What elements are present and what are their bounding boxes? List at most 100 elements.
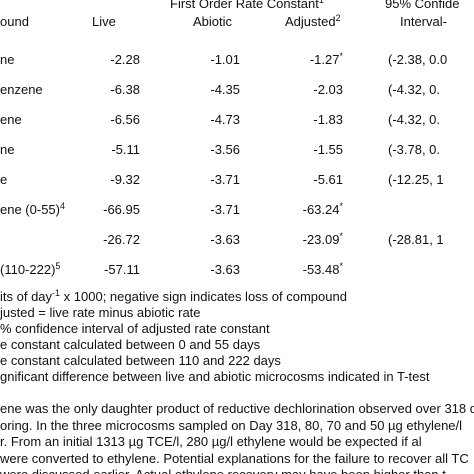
- adjusted-cell-note: *: [339, 231, 343, 241]
- ci-cell: (-3.78, 0.: [388, 142, 440, 158]
- adjusted-cell: -5.61: [313, 172, 343, 188]
- compound-cell-text: enzene: [0, 82, 43, 97]
- ci-cell-text: (-4.32, 0.: [388, 82, 441, 97]
- abiotic-cell: -3.56: [210, 142, 240, 158]
- ci-cell: (-12.25, 1: [388, 172, 444, 188]
- abiotic-cell-text: -3.63: [210, 232, 240, 247]
- footnote: e constant calculated between 110 and 22…: [0, 353, 281, 369]
- adjusted-cell-text: -1.55: [313, 142, 343, 157]
- compound-cell-text: ene: [0, 112, 22, 127]
- live-cell: -57.11: [104, 262, 140, 278]
- ci-group-header-text: 95% Confide: [385, 0, 460, 11]
- compound-cell-text: e: [0, 172, 8, 187]
- compound-cell-note: 4: [59, 201, 65, 211]
- adjusted-cell-text: -5.61: [313, 172, 343, 187]
- ci-cell: (-4.32, 0.: [388, 112, 440, 128]
- footnote-text: % confidence interval of adjusted rate c…: [0, 321, 270, 336]
- abiotic-cell-text: -3.71: [210, 202, 240, 217]
- abiotic-header-text: Abiotic: [193, 14, 233, 29]
- live-cell-text: -5.11: [111, 142, 140, 157]
- ci-cell-text: (-4.32, 0.: [388, 112, 441, 127]
- compound-cell-text: ene (0-55): [0, 202, 60, 217]
- adjusted-header: Adjusted2: [285, 14, 341, 30]
- adjusted-cell-note: *: [339, 201, 343, 211]
- ci-cell-text: (-12.25, 1: [388, 172, 444, 187]
- abiotic-cell: -4.35: [210, 82, 240, 98]
- abiotic-cell: -1.01: [210, 52, 240, 68]
- footnote: e constant calculated between 0 and 55 d…: [0, 337, 260, 353]
- compound-cell-note: 5: [55, 261, 61, 271]
- footnote-text: justed = live rate minus abiotic rate: [0, 305, 201, 320]
- group-header-text: First Order Rate Constant: [170, 0, 319, 11]
- adjusted-cell: -1.27*: [310, 52, 343, 68]
- compound-cell: ene: [0, 112, 22, 128]
- compound-cell: ne: [0, 52, 14, 68]
- compound-cell: e: [0, 172, 7, 188]
- adjusted-cell-note: *: [339, 51, 343, 61]
- footnote: % confidence interval of adjusted rate c…: [0, 321, 270, 337]
- live-cell: -6.56: [110, 112, 140, 128]
- abiotic-cell: -4.73: [210, 112, 240, 128]
- footnote: justed = live rate minus abiotic rate: [0, 305, 201, 321]
- compound-cell-text: ne: [0, 52, 15, 67]
- abiotic-cell-text: -4.73: [210, 112, 240, 127]
- ci-cell: (-4.32, 0.: [388, 82, 440, 98]
- adjusted-cell-note: *: [339, 261, 343, 271]
- abiotic-header: Abiotic: [193, 14, 232, 30]
- footnote: gnificant difference between live and ab…: [0, 369, 429, 385]
- adjusted-cell-text: -1.27: [309, 52, 340, 67]
- abiotic-cell-text: -3.71: [210, 172, 240, 187]
- ci-header: Interval-: [400, 14, 447, 30]
- compound-cell: ene (0-55)4: [0, 202, 65, 218]
- live-header: Live: [92, 14, 116, 30]
- compound-header-text: ound: [0, 14, 29, 29]
- adjusted-cell: -23.09*: [303, 232, 343, 248]
- compound-cell: (110-222)5: [0, 262, 60, 278]
- abiotic-cell-text: -1.01: [210, 52, 240, 67]
- paragraph-line: r. From an initial 1313 µg TCE/l, 280 µg…: [0, 434, 422, 449]
- footnote-text: e constant calculated between 0 and 55 d…: [0, 337, 261, 352]
- group-header-note: 1: [318, 0, 324, 5]
- footnote-text: gnificant difference between live and ab…: [0, 369, 430, 384]
- footnote-text: x 1000; negative sign indicates loss of …: [60, 289, 347, 304]
- paragraph-line: were converted to ethylene. Potential ex…: [0, 450, 469, 466]
- ci-cell-text: (-28.81, 1: [388, 232, 444, 247]
- footnote-text: e constant calculated between 110 and 22…: [0, 353, 281, 368]
- ci-cell-text: (-3.78, 0.: [388, 142, 441, 157]
- group-header: First Order Rate Constant1: [170, 0, 324, 12]
- adjusted-cell: -1.55: [313, 142, 343, 158]
- ci-cell: (-2.38, 0.0: [388, 52, 447, 68]
- footnote-text: its of day: [0, 289, 53, 304]
- live-cell-text: -26.72: [103, 232, 140, 247]
- live-cell: -26.72: [103, 232, 140, 248]
- live-header-text: Live: [92, 14, 116, 29]
- adjusted-cell-text: -23.09: [302, 232, 340, 247]
- ci-group-header: 95% Confide: [385, 0, 459, 12]
- live-cell-text: -6.56: [110, 112, 140, 127]
- ci-cell: (-28.81, 1: [388, 232, 444, 248]
- adjusted-cell-text: -2.03: [313, 82, 343, 97]
- footnote-sup: -1: [52, 288, 61, 298]
- live-cell: -5.11: [111, 142, 140, 158]
- abiotic-cell: -3.63: [210, 232, 240, 248]
- live-cell: -6.38: [110, 82, 140, 98]
- abiotic-cell-text: -4.35: [210, 82, 240, 97]
- paragraph-line: oring. In the three microcosms sampled o…: [0, 417, 463, 433]
- live-cell: -2.28: [110, 52, 140, 68]
- adjusted-cell: -2.03: [313, 82, 343, 98]
- adjusted-cell-text: -63.24: [302, 202, 340, 217]
- compound-header: ound: [0, 14, 29, 30]
- abiotic-cell-text: -3.63: [210, 262, 240, 277]
- live-cell: -66.95: [103, 202, 140, 218]
- live-cell-text: -2.28: [110, 52, 140, 67]
- live-cell-text: -57.11: [104, 262, 140, 277]
- compound-cell-text: ne: [0, 142, 15, 157]
- compound-cell-text: (110-222): [0, 262, 56, 277]
- abiotic-cell: -3.63: [210, 262, 240, 278]
- paragraph-line: were discussed earlier. Actual ethylene …: [0, 467, 446, 474]
- abiotic-cell: -3.71: [210, 172, 240, 188]
- adjusted-cell: -53.48*: [303, 262, 343, 278]
- live-cell: -9.32: [110, 172, 140, 188]
- adjusted-cell: -1.83: [313, 112, 343, 128]
